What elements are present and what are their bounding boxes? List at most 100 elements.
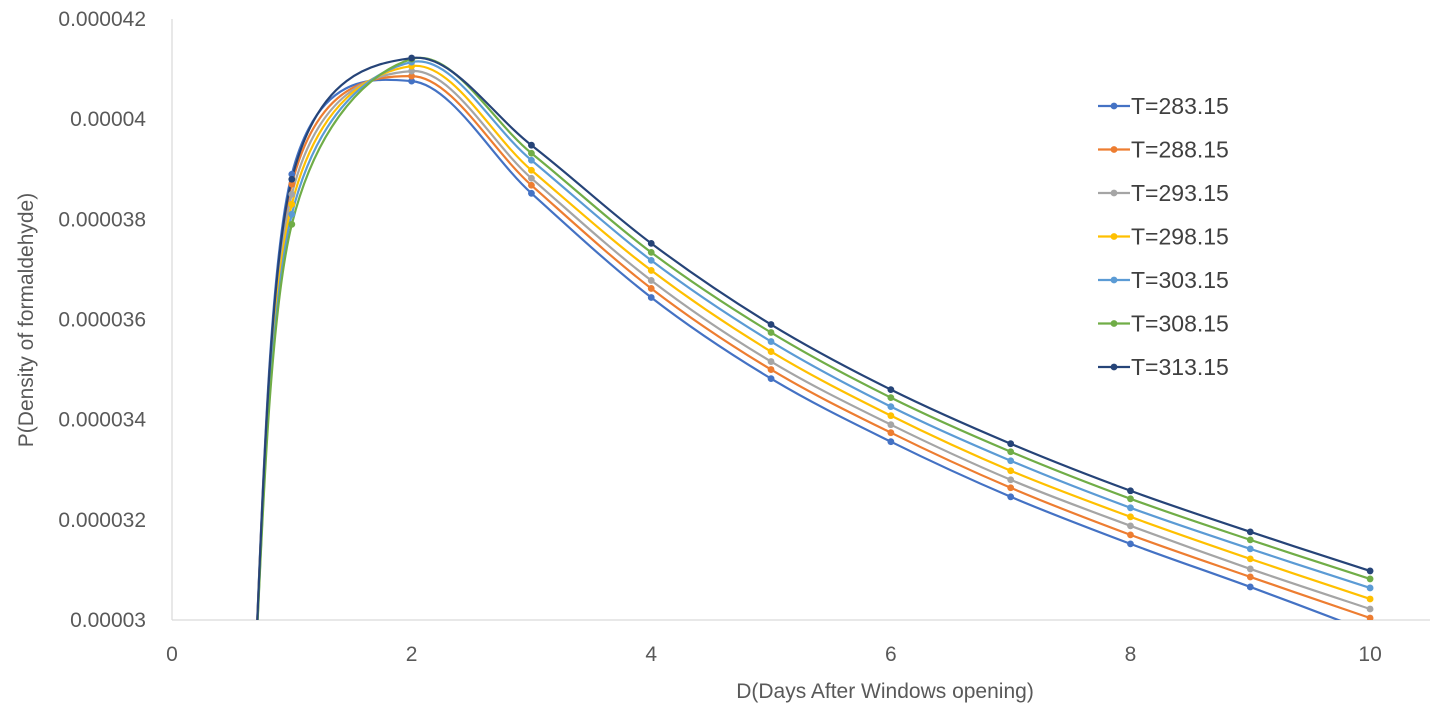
series-line	[256, 60, 1371, 620]
data-point	[1246, 565, 1254, 573]
data-point	[767, 375, 775, 382]
legend-marker	[1110, 233, 1118, 240]
data-point	[528, 174, 535, 182]
data-point	[647, 277, 655, 284]
data-point	[528, 156, 535, 164]
data-point	[1366, 567, 1374, 575]
data-point	[767, 338, 775, 345]
legend-label: T=288.15	[1131, 137, 1229, 163]
data-point	[767, 321, 775, 328]
x-tick-labels: 0 2 4 6 8 10	[166, 643, 1382, 666]
series-line	[256, 69, 1371, 620]
data-point	[887, 403, 895, 411]
x-axis-title: D(Days After Windows opening)	[736, 680, 1034, 703]
data-point	[1127, 531, 1134, 539]
data-point	[408, 54, 416, 62]
legend-label: T=293.15	[1131, 180, 1229, 206]
x-tick-label: 10	[1358, 643, 1381, 666]
data-point	[1246, 545, 1254, 553]
legend-item: T=298.15	[1098, 224, 1229, 250]
data-point	[887, 421, 895, 429]
data-point	[767, 348, 775, 355]
data-point	[528, 141, 535, 149]
data-point	[288, 190, 296, 198]
data-point	[1366, 605, 1374, 613]
data-point	[647, 285, 655, 292]
data-point	[288, 180, 296, 188]
data-point	[408, 77, 416, 85]
data-point	[647, 294, 655, 301]
data-point	[528, 189, 535, 197]
legend-item: T=313.15	[1098, 354, 1229, 380]
data-point	[1366, 614, 1374, 620]
data-point	[288, 210, 296, 218]
legend-item: T=303.15	[1098, 267, 1229, 293]
data-point	[1007, 448, 1015, 456]
legend-marker	[1110, 320, 1118, 327]
y-axis-title: P(Density of formaldehyde)	[15, 193, 38, 447]
data-point	[647, 248, 655, 256]
data-point	[528, 166, 535, 174]
axes	[171, 19, 1430, 621]
series-points	[288, 54, 1374, 620]
series-line	[256, 64, 1371, 620]
data-point	[1007, 476, 1015, 484]
data-point	[1007, 493, 1015, 501]
y-tick-label: 0.00004	[70, 108, 146, 131]
data-point	[1127, 513, 1134, 521]
legend-label: T=298.15	[1131, 224, 1229, 250]
data-point	[1246, 583, 1254, 591]
legend-item: T=283.15	[1098, 93, 1229, 119]
data-point	[1127, 540, 1134, 548]
y-tick-label: 0.000042	[58, 8, 146, 31]
data-point	[1127, 487, 1134, 495]
data-point	[767, 358, 775, 365]
x-tick-label: 8	[1125, 643, 1137, 666]
legend-marker	[1110, 146, 1118, 153]
legend-label: T=303.15	[1131, 267, 1229, 293]
data-point	[647, 267, 655, 274]
series-line	[256, 56, 1371, 620]
data-point	[1246, 536, 1254, 544]
data-point	[1127, 504, 1134, 512]
legend-label: T=313.15	[1131, 354, 1229, 380]
y-tick-label: 0.000038	[58, 208, 146, 231]
legend-label: T=283.15	[1131, 93, 1229, 119]
y-tick-labels: 0.00003 0.000032 0.000034 0.000036 0.000038 0…	[58, 8, 146, 632]
data-point	[288, 200, 296, 208]
legend-item: T=293.15	[1098, 180, 1229, 206]
data-point	[767, 329, 775, 336]
data-point	[887, 394, 895, 402]
data-point	[887, 438, 895, 446]
data-point	[1246, 528, 1254, 536]
data-point	[288, 220, 296, 228]
y-tick-label: 0.000034	[58, 409, 146, 432]
data-point	[887, 412, 895, 420]
legend-marker	[1110, 102, 1118, 110]
legend-item: T=288.15	[1098, 137, 1229, 163]
data-point	[1127, 495, 1134, 503]
data-point	[1007, 440, 1015, 448]
data-point	[1366, 584, 1374, 592]
data-point	[647, 239, 655, 247]
legend-label: T=308.15	[1131, 311, 1229, 337]
data-point	[1127, 522, 1134, 530]
data-point	[887, 429, 895, 437]
legend: T=283.15 T=288.15 T=293.15 T=298.15 T=303.15…	[1098, 93, 1229, 380]
legend-marker	[1110, 276, 1118, 284]
data-point	[288, 175, 296, 183]
data-point	[1246, 555, 1254, 563]
data-point	[1007, 457, 1015, 465]
data-point	[647, 257, 655, 264]
y-tick-label: 0.00003	[70, 609, 146, 632]
data-point	[1007, 467, 1015, 475]
data-point	[288, 170, 296, 178]
data-point	[1007, 484, 1015, 492]
data-point	[1366, 575, 1374, 583]
series-line	[256, 78, 1342, 620]
y-tick-label: 0.000036	[58, 309, 146, 332]
data-point	[887, 386, 895, 394]
x-tick-label: 2	[406, 643, 418, 666]
data-point	[1246, 573, 1254, 581]
